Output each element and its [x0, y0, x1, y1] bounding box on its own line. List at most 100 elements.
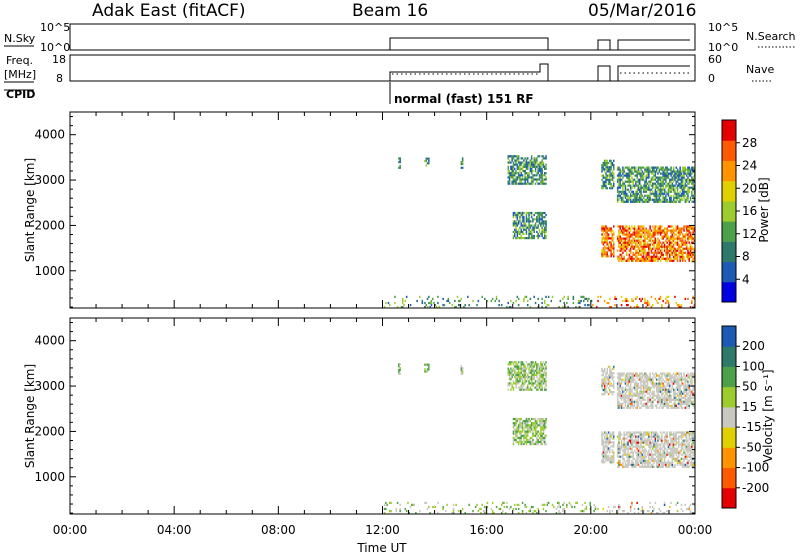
power-echo-cell — [688, 227, 690, 230]
velocity-echo-cell — [663, 380, 666, 383]
power-echo-cell — [426, 162, 429, 165]
power-echo-cell — [611, 237, 614, 240]
velocity-echo-cell — [645, 390, 647, 393]
velocity-echo-cell — [486, 501, 489, 504]
power-echo-cell — [654, 190, 657, 193]
velocity-echo-cell — [558, 512, 560, 515]
power-echo-cell — [601, 251, 603, 254]
velocity-echo-cell — [476, 503, 478, 506]
power-echo-cell — [663, 174, 666, 177]
power-echo-cell — [534, 174, 537, 177]
power-echo-cell — [672, 174, 675, 177]
power-echo-cell — [674, 170, 676, 173]
power-echo-cell — [665, 172, 667, 175]
power-echo-cell — [544, 230, 546, 233]
velocity-echo-cell — [636, 376, 638, 379]
power-echo-cell — [533, 163, 535, 166]
velocity-echo-cell — [629, 431, 632, 434]
velocity-echo-cell — [514, 417, 516, 421]
velocity-echo-cell — [619, 435, 621, 438]
velocity-echo-cell — [601, 437, 603, 440]
velocity-echo-cell — [640, 406, 642, 409]
velocity-echo-cell — [689, 433, 692, 436]
power-echo-cell — [603, 229, 606, 232]
power-echo-cell — [676, 237, 679, 240]
power-echo-cell — [654, 178, 657, 181]
velocity-echo-cell — [659, 378, 662, 381]
velocity-echo-cell — [670, 404, 672, 407]
power-echo-cell — [672, 245, 675, 248]
power-echo-cell — [689, 243, 692, 246]
velocity-echo-cell — [674, 447, 676, 450]
power-echo-cell — [637, 186, 640, 189]
velocity-echo-cell — [632, 463, 634, 466]
power-echo-cell — [620, 257, 623, 260]
velocity-echo-cell — [606, 435, 608, 438]
velocity-echo-cell — [622, 463, 624, 466]
velocity-echo-cell — [671, 459, 674, 462]
velocity-echo-cell — [639, 447, 641, 450]
velocity-echo-cell — [672, 447, 675, 450]
power-echo-cell — [538, 222, 541, 225]
power-echo-cell — [530, 163, 533, 166]
power-echo-cell — [636, 257, 638, 260]
velocity-echo-cell — [666, 453, 668, 456]
power-echo-cell — [575, 306, 577, 309]
power-echo-cell — [510, 165, 512, 168]
power-echo-cell — [603, 185, 606, 188]
power-echo-cell — [544, 172, 546, 175]
velocity-echo-cell — [547, 501, 550, 504]
velocity-echo-cell — [688, 437, 690, 440]
power-echo-cell — [624, 186, 627, 189]
power-echo-cell — [609, 168, 611, 171]
velocity-echo-cell — [499, 507, 502, 511]
velocity-echo-cell — [628, 453, 631, 456]
power-echo-cell — [538, 220, 541, 223]
power-echo-cell — [644, 180, 646, 183]
power-echo-cell — [523, 220, 525, 223]
power-echo-cell — [626, 231, 628, 234]
velocity-echo-cell — [646, 386, 649, 389]
power-echo-cell — [654, 170, 657, 173]
velocity-echo-cell — [654, 384, 657, 387]
velocity-echo-cell — [640, 372, 642, 375]
power-echo-cell — [627, 229, 629, 232]
power-echo-cell — [607, 235, 610, 238]
velocity-echo-cell — [602, 449, 605, 452]
power-echo-cell — [507, 161, 509, 164]
velocity-echo-cell — [657, 459, 659, 462]
velocity-echo-cell — [626, 441, 628, 444]
velocity-echo-cell — [613, 455, 615, 458]
velocity-echo-cell — [639, 455, 641, 458]
velocity-echo-cell — [640, 465, 642, 468]
velocity-echo-cell — [602, 388, 605, 392]
power-echo-cell — [592, 304, 594, 307]
velocity-echo-cell — [512, 440, 515, 444]
power-echo-cell — [516, 237, 519, 240]
velocity-echo-cell — [671, 398, 674, 401]
velocity-echo-cell — [644, 461, 646, 464]
power-echo-cell — [538, 216, 541, 219]
power-echo-cell — [519, 161, 521, 164]
power-echo-cell — [688, 170, 690, 173]
power-echo-cell — [679, 172, 681, 175]
velocity-echo-cell — [520, 384, 522, 387]
power-echo-cell — [655, 247, 658, 250]
velocity-echo-cell — [512, 438, 515, 441]
velocity-echo-cell — [542, 376, 545, 379]
velocity-echo-cell — [514, 436, 516, 439]
velocity-echo-cell — [652, 457, 654, 460]
power-echo-cell — [667, 306, 670, 309]
power-echo-cell — [527, 163, 529, 166]
velocity-echo-cell — [650, 441, 653, 444]
power-echo-cell — [637, 166, 640, 169]
power-echo-cell — [635, 198, 637, 201]
velocity-echo-cell — [530, 384, 533, 387]
velocity-echo-cell — [426, 368, 429, 371]
velocity-echo-cell — [525, 376, 528, 379]
velocity-echo-cell — [671, 384, 674, 387]
velocity-echo-cell — [540, 373, 542, 376]
power-echo-cell — [658, 182, 660, 185]
velocity-echo-cell — [674, 388, 676, 391]
velocity-echo-cell — [609, 391, 611, 394]
